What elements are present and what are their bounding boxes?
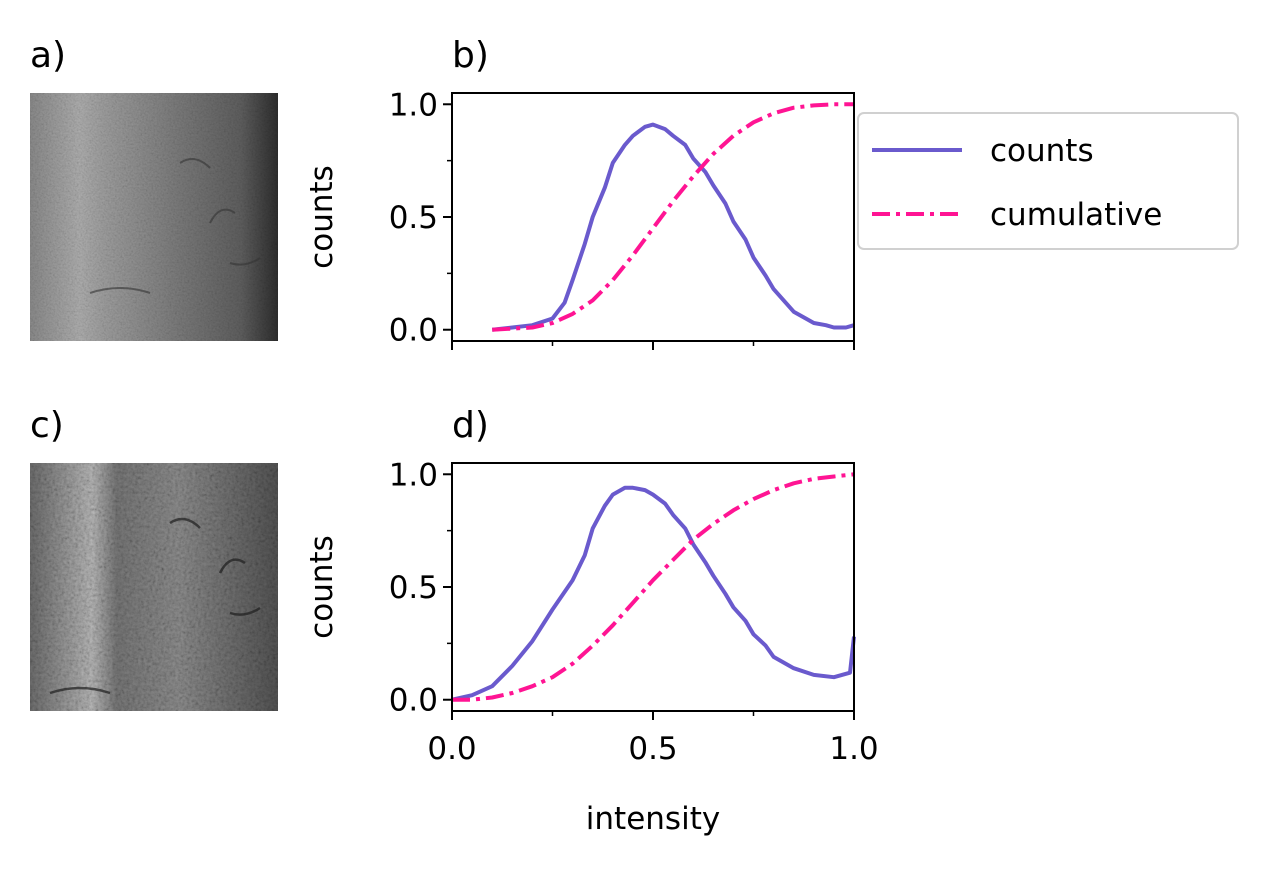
series-line-counts	[451, 485, 856, 702]
y-tick-label: 0.5	[389, 200, 438, 236]
grayscale-texture-image	[30, 93, 278, 341]
y-tick-label: 0.0	[389, 683, 438, 719]
legend: counts cumulative	[857, 112, 1239, 250]
axes-frame	[451, 462, 855, 712]
x-tick-label: 0.0	[427, 731, 476, 767]
series-line-cumulative	[492, 102, 854, 332]
x-tick-label: 1.0	[829, 731, 878, 767]
legend-label-counts: counts	[990, 133, 1094, 169]
series-line-counts	[491, 122, 855, 332]
x-tick-label: 0.5	[628, 731, 677, 767]
y-tick-label: 0.5	[389, 570, 438, 606]
y-tick-label: 0.0	[389, 313, 438, 349]
panel-label-b: b)	[452, 35, 489, 76]
y-axis-label: counts	[304, 535, 340, 639]
chart-d: 0.0 0.5 1.0 0.0 0.5 1.0 counts intensity	[304, 457, 879, 837]
series-line-cumulative	[452, 472, 855, 702]
panel-label-a: a)	[30, 35, 67, 76]
chart-b: 0.0 0.5 1.0 counts counts cumulative	[304, 87, 1239, 350]
x-axis-label: intensity	[586, 801, 720, 837]
y-tick-label: 1.0	[389, 457, 438, 493]
grayscale-image-c	[30, 463, 278, 711]
panel-label-c: c)	[30, 405, 64, 446]
y-tick-label: 1.0	[389, 87, 438, 123]
axes-frame	[451, 92, 855, 342]
grayscale-texture-image	[30, 463, 278, 711]
grayscale-image-a	[30, 93, 278, 341]
legend-label-cumulative: cumulative	[990, 197, 1162, 233]
panel-label-d: d)	[452, 405, 489, 446]
y-axis-label: counts	[304, 165, 340, 269]
